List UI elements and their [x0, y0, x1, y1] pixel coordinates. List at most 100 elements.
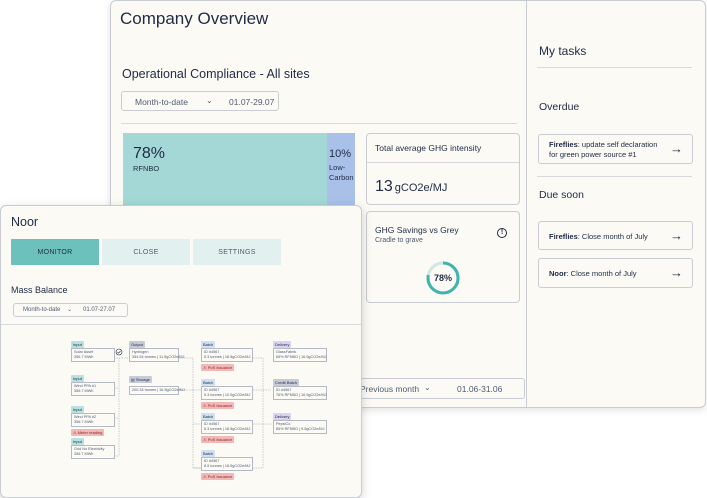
- ghg-intensity-value: 13 gCO2e/MJ: [375, 178, 447, 196]
- credit-batch-node[interactable]: ID #4567 76% RFNBO | 16.5gCO2e/MJ: [273, 386, 327, 400]
- warning-text: PoS Issuance: [207, 437, 233, 442]
- warning-text: Meter reading: [77, 430, 103, 435]
- input-node[interactable]: Solar Asset 356.7 MWh: [71, 348, 115, 362]
- input-node[interactable]: Grid No Electricity 356.7 MWh: [71, 445, 115, 459]
- divider: [1, 324, 361, 325]
- delivery-name: GlassFabrik: [276, 350, 297, 354]
- batch-node[interactable]: ID #4567 5.3 tonnes | 16.5gCO2e/MJ: [201, 348, 253, 362]
- batch-amount: 5.3 tonnes | 10.0gCO2e/MJ: [204, 393, 251, 397]
- task-card-due-soon[interactable]: Noor: Close month of July →: [538, 258, 693, 288]
- batch-tag: Batch: [201, 341, 216, 348]
- date-filter-select-2[interactable]: Previous month ⌄ 01.06-31.06: [341, 378, 525, 399]
- batch-amount: 8.5 tonnes | 16.5gCO2e/MJ: [204, 464, 251, 468]
- date-filter-range: 01.07-29.07: [229, 97, 275, 107]
- batch-node[interactable]: ID #4567 8.5 tonnes | 16.5gCO2e/MJ: [201, 457, 253, 471]
- check-icon: [115, 348, 123, 356]
- batch-id: ID #4567: [204, 422, 220, 426]
- batch-id: ID #4567: [204, 459, 220, 463]
- divider: [367, 162, 519, 163]
- low-carbon-percent: 10%: [329, 148, 352, 160]
- date-filter-range: 01.07-27.07: [83, 307, 116, 313]
- date-filter-period: Month-to-date: [135, 97, 188, 107]
- connector-to-batches: [179, 357, 201, 469]
- tasks-title: My tasks: [539, 44, 587, 58]
- input-node[interactable]: Wind PPA #2 356.7 MWh: [71, 413, 115, 427]
- date-filter-period: Month-to-date: [23, 307, 61, 313]
- date-filter-period: Previous month: [360, 384, 420, 394]
- storage-tag-text: Storage: [135, 377, 150, 382]
- input-amount: 356.7 MWh: [74, 452, 94, 456]
- storage-node[interactable]: 200.34 tonnes | 16.5gCO2e/MJ: [129, 386, 185, 395]
- batch-tag: Batch: [201, 379, 216, 386]
- output-tag: Output: [129, 341, 146, 348]
- ring-progress: [426, 261, 460, 295]
- task-text: Fireflies: update self declaration for g…: [549, 140, 664, 160]
- output-node[interactable]: Hydrogen 354.54 tonnes | 11.5gCO2e/MJ: [129, 348, 185, 362]
- batch-node[interactable]: ID #4567 5.3 tonnes | 10.0gCO2e/MJ: [201, 386, 253, 400]
- input-name: Wind PPA #2: [74, 415, 97, 419]
- input-tag: Input: [71, 341, 84, 348]
- ghg-savings-title: GHG Savings vs Grey: [375, 225, 459, 235]
- connector-inputs: [94, 357, 120, 457]
- due-soon-heading: Due soon: [539, 189, 584, 201]
- warning-badge: ⚠ Meter reading: [71, 429, 105, 436]
- section-title: Operational Compliance - All sites: [122, 67, 310, 81]
- arrow-right-icon: →: [670, 141, 683, 156]
- rfnbo-share-block: 78% RFNBO: [123, 133, 327, 213]
- credit-batch-tag: Credit Batch: [273, 379, 300, 386]
- task-owner: Fireflies: [549, 232, 578, 241]
- info-icon[interactable]: !: [497, 228, 507, 238]
- chevron-down-icon: ⌄: [67, 307, 73, 313]
- input-amount: 356.7 MWh: [74, 389, 94, 393]
- site-title: Noor: [11, 215, 39, 229]
- output-name: Hydrogen: [132, 350, 149, 354]
- task-owner: Fireflies: [549, 140, 578, 149]
- credit-batch-amount: 76% RFNBO | 16.5gCO2e/MJ: [276, 393, 327, 397]
- ghg-savings-subtitle: Cradle to grave: [375, 237, 423, 244]
- batch-amount: 5.3 tonnes | 16.5gCO2e/MJ: [204, 427, 251, 431]
- chevron-down-icon: ⌄: [206, 96, 213, 105]
- task-description: : Close month of July: [566, 269, 637, 278]
- warning-badge: ⚠ PoS Issuance: [201, 402, 235, 409]
- tab-close[interactable]: CLOSE: [102, 239, 190, 265]
- low-carbon-share-block: 10% Low-Carbon: [327, 133, 355, 213]
- warning-text: PoS Issuance: [207, 365, 233, 370]
- ghg-intensity-card: Total average GHG intensity 13 gCO2e/MJ: [366, 133, 520, 205]
- delivery-node[interactable]: PepsiCo 85% RFNBO | 9.5gCO2e/MJ: [273, 420, 327, 434]
- input-node[interactable]: Wind PPA #1 356.7 MWh: [71, 382, 115, 396]
- ghg-savings-card: GHG Savings vs Grey Cradle to grave ! 78…: [366, 211, 520, 303]
- credit-batch-id: ID #4567: [276, 388, 292, 392]
- rfnbo-percent: 78%: [133, 145, 166, 162]
- task-card-due-soon[interactable]: Fireflies: Close month of July →: [538, 221, 693, 250]
- date-filter-select[interactable]: Month-to-date ⌄ 01.07-29.07: [121, 91, 279, 111]
- output-amount: 354.54 tonnes | 11.5gCO2e/MJ: [132, 355, 185, 359]
- task-text: Noor: Close month of July: [549, 269, 664, 279]
- batch-amount: 5.3 tonnes | 16.5gCO2e/MJ: [204, 355, 251, 359]
- batch-tag: Batch: [201, 413, 216, 420]
- overdue-heading: Overdue: [539, 101, 580, 113]
- ghg-intensity-unit: gCO2e/MJ: [394, 182, 448, 194]
- task-text: Fireflies: Close month of July: [549, 232, 664, 242]
- tab-monitor[interactable]: MONITOR: [11, 239, 99, 265]
- input-name: Wind PPA #1: [74, 384, 97, 388]
- ghg-intensity-number: 13: [375, 178, 393, 195]
- warning-badge: ⚠ PoS Issuance: [201, 364, 235, 371]
- input-name: Solar Asset: [74, 350, 94, 354]
- page-title: Company Overview: [120, 9, 269, 28]
- tab-settings[interactable]: SETTINGS: [193, 239, 281, 265]
- connector-to-deliveries: [253, 357, 271, 469]
- batch-tag: Batch: [201, 450, 216, 457]
- ghg-intensity-title: Total average GHG intensity: [375, 143, 482, 153]
- delivery-name: PepsiCo: [276, 422, 291, 426]
- warning-badge: ⚠ PoS Issuance: [201, 473, 235, 480]
- check-mark: [117, 350, 121, 354]
- task-description: : Close month of July: [577, 232, 648, 241]
- batch-id: ID #4567: [204, 388, 220, 392]
- delivery-node[interactable]: GlassFabrik 65% RFNBO | 16.5gCO2e/MJ: [273, 348, 327, 362]
- savings-value: 78%: [434, 273, 452, 283]
- batch-node[interactable]: ID #4567 5.3 tonnes | 16.5gCO2e/MJ: [201, 420, 253, 434]
- chevron-down-icon: ⌄: [424, 383, 431, 392]
- input-name: Grid No Electricity: [74, 447, 105, 451]
- date-filter-select[interactable]: Month-to-date ⌄ 01.07-27.07: [13, 303, 128, 317]
- task-card-overdue[interactable]: Fireflies: update self declaration for g…: [538, 134, 693, 164]
